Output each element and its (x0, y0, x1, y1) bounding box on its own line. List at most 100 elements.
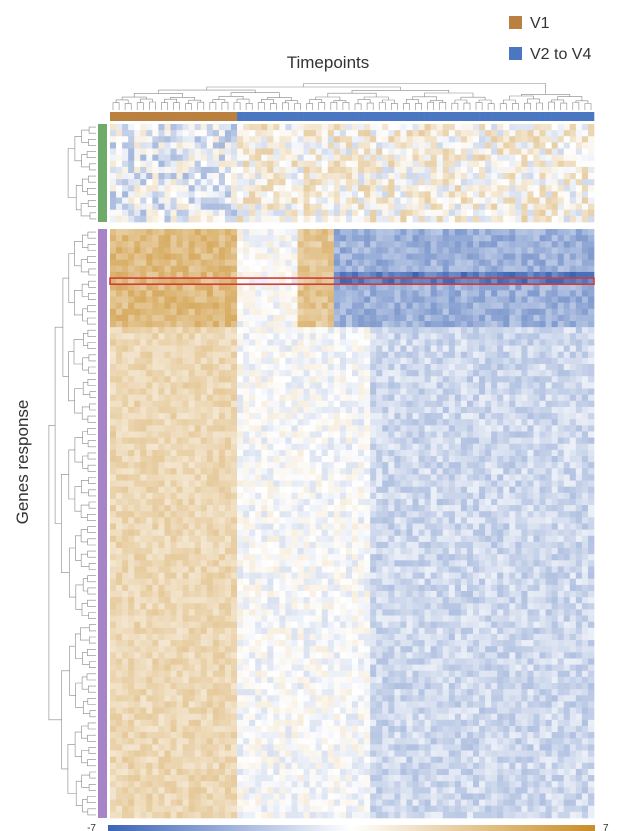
heatmap-cell (134, 265, 141, 273)
heatmap-cell (575, 425, 583, 432)
heatmap-cell (297, 197, 304, 204)
heatmap-cell (309, 419, 317, 426)
timepoint-group-mark (539, 112, 546, 121)
heatmap-cell (466, 363, 474, 371)
heatmap-cell (273, 265, 280, 273)
heatmap-cell (152, 166, 159, 174)
heatmap-cell (533, 136, 540, 143)
heatmap-cell (358, 284, 365, 291)
heatmap-cell (364, 382, 371, 389)
heatmap-cell (321, 259, 329, 267)
heatmap-cell (194, 191, 202, 198)
heatmap-cell (224, 480, 232, 488)
heatmap-cell (273, 284, 280, 291)
heatmap-cell (515, 419, 522, 426)
heatmap-cell (327, 394, 335, 402)
heatmap-cell (327, 351, 335, 359)
heatmap-cell (279, 265, 286, 273)
heatmap-cell (491, 278, 498, 285)
heatmap-cell (146, 370, 153, 377)
heatmap-cell (122, 480, 129, 488)
heatmap-cell (497, 474, 504, 481)
heatmap-cell (237, 345, 244, 353)
heatmap-cell (309, 203, 317, 211)
heatmap-cell (430, 160, 438, 168)
heatmap-cell (188, 327, 196, 334)
heatmap-cell (454, 351, 462, 359)
heatmap-cell (503, 333, 510, 340)
heatmap-cell (345, 173, 353, 180)
heatmap-cell (539, 278, 546, 285)
heatmap-cell (581, 382, 589, 389)
heatmap-cell (575, 209, 583, 217)
heatmap-cell (376, 357, 383, 365)
heatmap-cell (527, 468, 534, 475)
heatmap-cell (170, 235, 177, 242)
heatmap-cell (587, 339, 595, 346)
heatmap-cell (273, 241, 280, 248)
heatmap-cell (545, 327, 552, 334)
heatmap-cell (267, 124, 274, 131)
heatmap-cell (291, 449, 298, 457)
heatmap-cell (170, 321, 177, 328)
heatmap-cell (376, 302, 383, 310)
heatmap-cell (575, 160, 583, 168)
heatmap-cell (509, 413, 516, 420)
heatmap-cell (352, 351, 359, 359)
heatmap-cell (261, 284, 268, 291)
heatmap-cell (164, 290, 171, 297)
heatmap-cell (551, 241, 559, 248)
timepoint-group-mark (581, 112, 589, 121)
heatmap-cell (406, 142, 413, 149)
heatmap-cell (182, 376, 189, 383)
heatmap-cell (237, 284, 244, 291)
heatmap-cell (297, 308, 304, 316)
heatmap-cell (291, 363, 298, 371)
heatmap-cell (116, 474, 123, 481)
heatmap-cell (321, 241, 329, 248)
heatmap-cell (376, 345, 383, 353)
heatmap-cell (309, 388, 317, 396)
heatmap-cell (309, 431, 317, 438)
heatmap-cell (575, 130, 583, 137)
heatmap-cell (237, 290, 244, 297)
heatmap-cell (249, 449, 256, 457)
heatmap-cell (527, 351, 534, 359)
heatmap-cell (460, 370, 468, 377)
heatmap-cell (515, 357, 522, 365)
heatmap-cell (442, 130, 450, 137)
heatmap-cell (448, 357, 456, 365)
heatmap-cell (412, 197, 419, 204)
heatmap-cell (194, 431, 202, 438)
heatmap-cell (291, 339, 298, 346)
heatmap-cell (194, 406, 202, 414)
heatmap-cell (509, 179, 516, 186)
heatmap-cell (521, 351, 528, 359)
heatmap-cell (285, 394, 292, 402)
heatmap-cell (557, 136, 565, 143)
heatmap-cell (448, 124, 456, 131)
heatmap-cell (164, 215, 171, 223)
timepoint-group-mark (563, 112, 571, 121)
heatmap-cell (527, 406, 534, 414)
heatmap-cell (509, 290, 516, 297)
heatmap-cell (352, 376, 359, 383)
heatmap-cell (146, 284, 153, 291)
heatmap-cell (279, 413, 286, 420)
heatmap-cell (164, 363, 171, 371)
heatmap-cell (388, 235, 395, 242)
heatmap-cell (400, 486, 407, 494)
heatmap-cell (406, 290, 413, 297)
heatmap-cell (412, 296, 419, 303)
heatmap-cell (182, 302, 189, 310)
heatmap-cell (454, 215, 462, 223)
heatmap-cell (466, 229, 474, 236)
heatmap-cell (321, 382, 329, 389)
heatmap-cell (382, 314, 389, 322)
heatmap-cell (182, 456, 189, 463)
heatmap-cell (134, 271, 141, 279)
heatmap-cell (539, 209, 546, 217)
heatmap-cell (122, 406, 129, 414)
heatmap-cell (182, 185, 189, 192)
heatmap-cell (321, 327, 329, 334)
